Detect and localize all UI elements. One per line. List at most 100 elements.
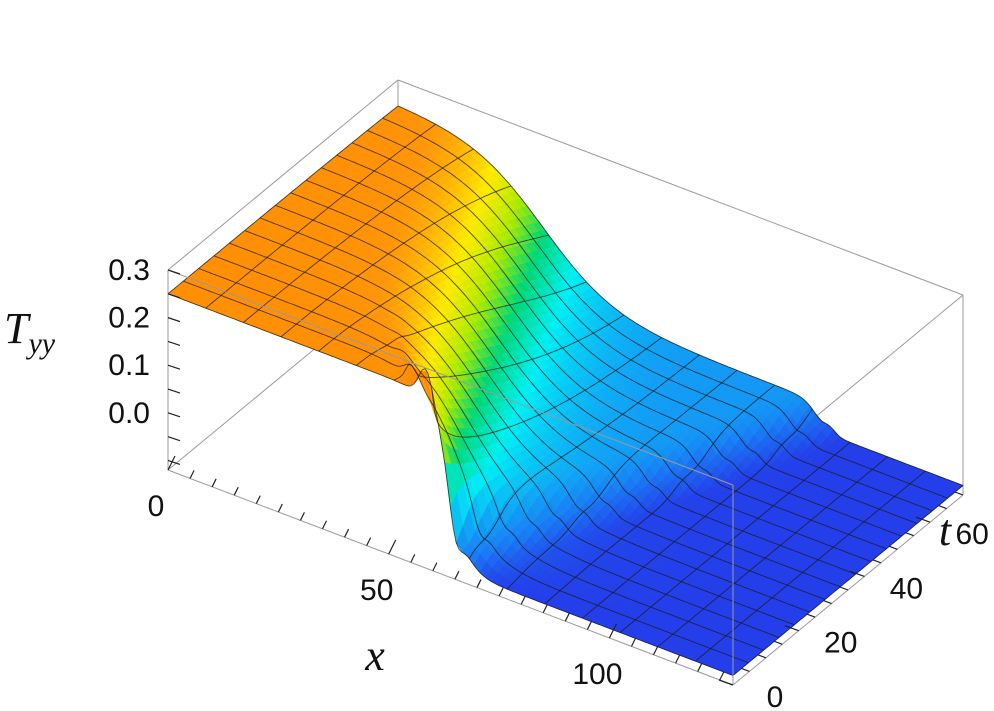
mesh-line-x [244,230,810,613]
x-tick [520,596,526,605]
mesh-line-t [506,369,738,590]
z-axis-label: Tyy [4,304,56,360]
t-tick [757,654,767,659]
x-tick-label: 50 [360,574,393,607]
x-tick [211,478,217,488]
x-tick [277,503,283,513]
x-tick [542,604,548,614]
mesh-line-t [544,384,775,605]
mesh-line-t [695,470,926,662]
z-tick [167,340,181,346]
mesh-line-t [205,123,436,309]
mesh-line-x [382,117,948,499]
t-tick-label: 20 [824,627,857,660]
mesh-line-x [198,268,764,651]
x-tick-label: 0 [148,490,165,523]
box-edge [167,469,734,686]
x-tick [366,537,372,546]
x-tick [476,579,482,588]
bounding-box-front [167,269,964,686]
mesh-line-x [213,255,780,638]
x-tick [321,520,328,530]
x-tick [697,663,703,672]
mesh-line-t [468,354,700,559]
x-axis-label: x [364,631,385,680]
mesh-line-t [582,408,813,619]
z-tick-label: 0.3 [108,254,150,287]
t-tick [823,600,832,605]
t-tick [774,640,783,645]
mesh-line-x [351,142,918,524]
t-tick-label: 60 [955,518,988,551]
x-tick [388,539,397,555]
mesh-line-x [321,167,887,550]
x-tick [454,570,460,580]
z-tick [167,317,181,323]
mesh-line-x [397,105,964,486]
mesh-line-x [290,192,856,575]
t-tick [741,667,750,672]
t-tick [839,586,849,591]
mesh-line-t [356,281,587,366]
z-tick [167,269,181,275]
x-tick [653,646,659,656]
x-tick [299,512,305,521]
x-tick-label: 100 [572,658,622,691]
mesh-line-t [167,105,399,295]
t-tick-label: 0 [767,681,784,711]
x-tick [608,623,617,639]
t-tick [850,570,865,577]
x-tick [344,528,350,538]
axis-ticks: 0 50 100 0 20 40 60 0.0 0.1 0.2 0.3 [108,254,989,711]
z-tick [167,436,181,442]
mesh-line-t [243,148,474,323]
t-tick [718,679,734,686]
mesh-line-t [280,185,512,338]
mesh-line-t [431,337,662,438]
mesh-line-x [275,204,841,588]
x-tick [564,612,570,622]
mesh-line-t [619,441,851,633]
z-tick [167,364,181,370]
x-tick [233,486,239,496]
x-tick [167,455,176,471]
mesh-line-t [393,314,625,381]
surface-mesh [167,105,964,676]
t-tick [915,516,931,523]
t-tick [784,625,799,632]
mesh-line-t [318,234,549,352]
x-tick [630,638,637,647]
t-tick-label: 40 [890,572,923,605]
mesh-line-t [657,456,888,648]
mesh-line-x [183,280,749,664]
mesh-line-x [305,179,872,562]
t-axis-label: t [939,506,953,555]
x-tick [675,654,681,664]
t-tick [872,559,882,564]
x-tick [410,554,416,563]
z-tick-label: 0.2 [108,302,150,335]
t-tick [806,613,816,618]
x-tick [255,495,261,504]
mesh-line-x [259,217,826,600]
z-tick-label: 0.1 [108,349,150,382]
box-edge [167,79,399,271]
mesh-line-x [167,293,734,676]
box-edge [167,269,734,486]
t-tick [889,545,898,550]
z-tick [167,412,181,418]
mesh-line-x [229,242,795,626]
x-tick [586,621,592,630]
x-tick [498,587,504,597]
mesh-line-x [336,154,902,537]
z-tick [167,459,181,466]
z-tick [167,293,181,299]
mesh-line-x [367,129,933,512]
z-tick-label: 0.0 [108,397,150,430]
mesh-line-t [732,485,964,676]
box-edge [397,79,964,296]
axis-labels: x t Tyy [4,304,953,680]
z-tick [167,388,181,394]
x-tick [432,562,438,572]
